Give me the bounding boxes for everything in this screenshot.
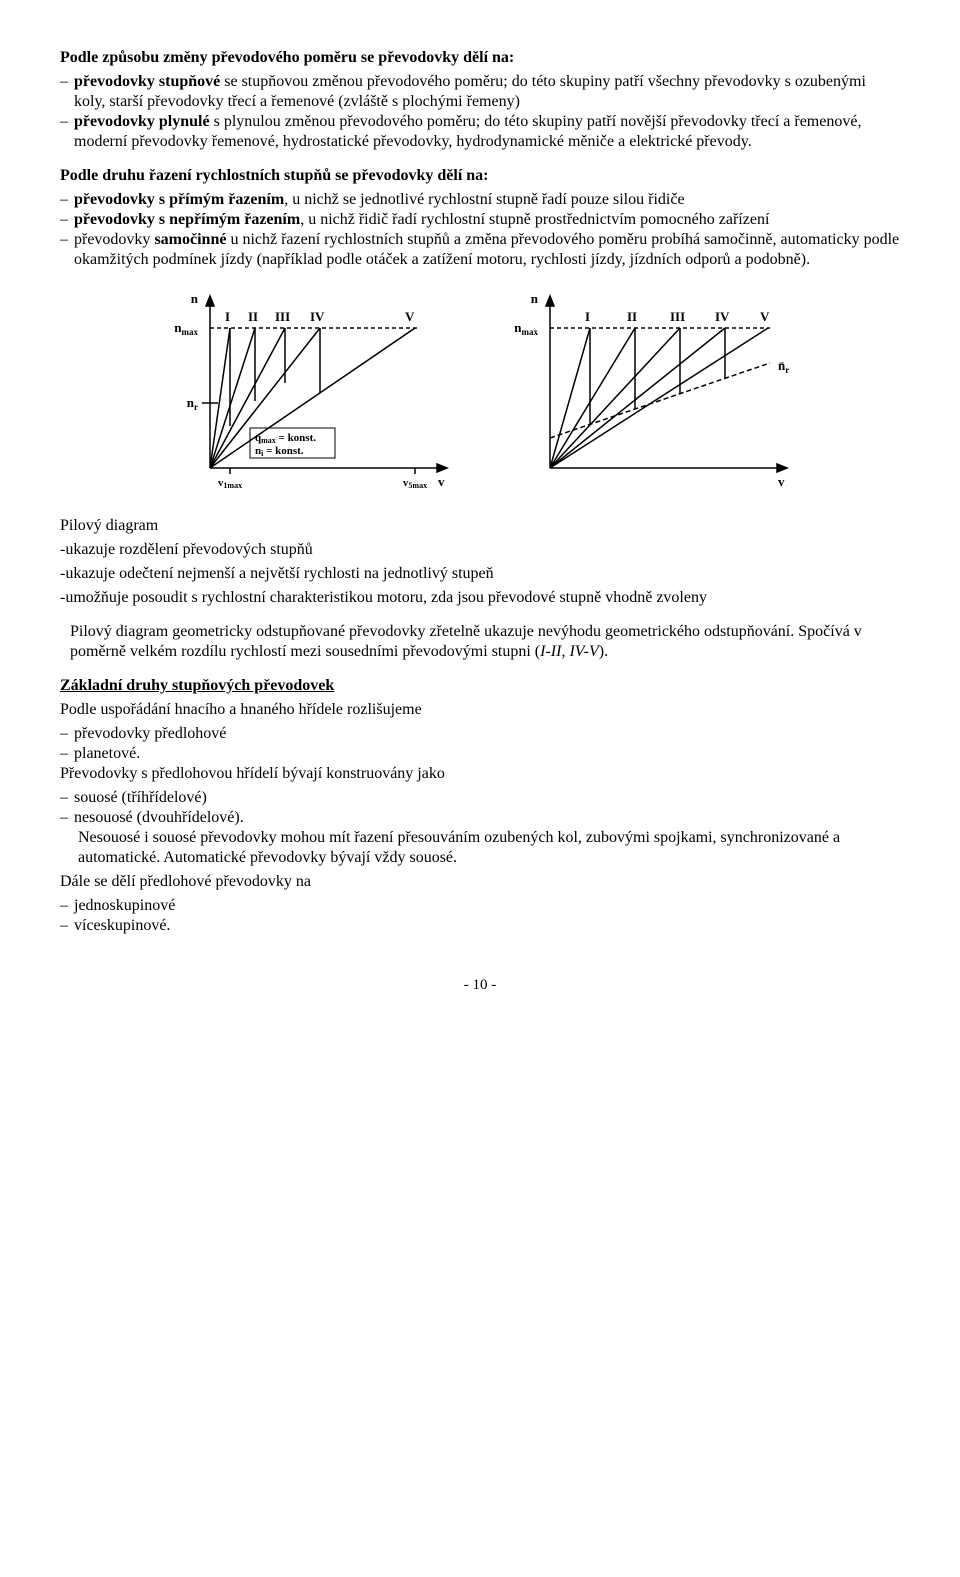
page-number: - 10 -	[60, 976, 900, 995]
gear-label: III	[670, 309, 685, 324]
gear-label: IV	[715, 309, 730, 324]
bullet-text: převodovky stupňové se stupňovou změnou …	[74, 72, 900, 112]
dash-icon: –	[60, 788, 74, 808]
tick-label: v1max	[218, 477, 242, 490]
paragraph-geometric: Pilový diagram geometricky odstupňované …	[60, 622, 900, 662]
bullet-text: převodovky samočinné u nichž řazení rych…	[74, 230, 900, 270]
bullet-item: –převodovky předlohové	[60, 724, 900, 744]
heading-shifting: Podle druhu řazení rychlostních stupňů s…	[60, 166, 900, 186]
bullet-list-2: – převodovky s přímým řazením, u nichž s…	[60, 190, 900, 270]
bullet-item: – převodovky s přímým řazením, u nichž s…	[60, 190, 900, 210]
text-paragraph: Nesouosé i souosé převodovky mohou mít ř…	[60, 828, 900, 868]
bullet-item: –nesouosé (dvouhřídelové).	[60, 808, 900, 828]
axis-label-n: n	[531, 291, 539, 306]
dash-icon: –	[60, 724, 74, 744]
axis-label-nr-bar: n̄r	[778, 358, 789, 375]
dash-icon: –	[60, 744, 74, 764]
bullet-item: – převodovky plynulé s plynulou změnou p…	[60, 112, 900, 152]
axis-label-v: v	[438, 474, 445, 489]
section-classification-by-ratio: Podle způsobu změny převodového poměru s…	[60, 48, 900, 152]
text-line: Dále se dělí předlohové převodovky na	[60, 872, 900, 892]
sawtooth-bullet: -ukazuje odečtení nejmenší a největší ry…	[60, 564, 900, 584]
bullet-item: – převodovky samočinné u nichž řazení ry…	[60, 230, 900, 270]
dash-icon: –	[60, 72, 74, 112]
konst-label: qmax = konst.	[255, 432, 316, 445]
gear-label: III	[275, 309, 290, 324]
bullet-text: převodovky s nepřímým řazením, u nichž ř…	[74, 210, 769, 230]
heading-ratio-change: Podle způsobu změny převodového poměru s…	[60, 48, 900, 68]
bullet-item: –víceskupinové.	[60, 916, 900, 936]
dash-icon: –	[60, 808, 74, 828]
bullet-item: – převodovky stupňové se stupňovou změno…	[60, 72, 900, 112]
geometric-text: Pilový diagram geometricky odstupňované …	[60, 622, 900, 662]
heading-basic-types: Základní druhy stupňových převodovek	[60, 676, 900, 696]
bullet-item: – převodovky s nepřímým řazením, u nichž…	[60, 210, 900, 230]
gear-label: V	[405, 309, 415, 324]
axis-label-n: n	[191, 291, 199, 306]
section-classification-by-shifting: Podle druhu řazení rychlostních stupňů s…	[60, 166, 900, 270]
gear-label: II	[248, 309, 258, 324]
bullet-text: převodovky plynulé s plynulou změnou pře…	[74, 112, 900, 152]
gear-label: I	[585, 309, 590, 324]
gear-label: II	[627, 309, 637, 324]
section-sawtooth-description: Pilový diagram -ukazuje rozdělení převod…	[60, 516, 900, 608]
gear-label: I	[225, 309, 230, 324]
tick-label: v5max	[403, 477, 427, 490]
gear-label: V	[760, 309, 770, 324]
bullet-text: převodovky s přímým řazením, u nichž se …	[74, 190, 685, 210]
dash-icon: –	[60, 230, 74, 270]
dash-icon: –	[60, 896, 74, 916]
text-line: Převodovky s předlohovou hřídelí bývají …	[60, 764, 900, 784]
axis-label-nr: nr	[187, 395, 198, 412]
dash-icon: –	[60, 112, 74, 152]
dash-icon: –	[60, 916, 74, 936]
sawtooth-bullet: -ukazuje rozdělení převodových stupňů	[60, 540, 900, 560]
sawtooth-diagrams: n nmax nr I II III IV V qmax = konst. ni…	[60, 288, 900, 508]
sawtooth-title: Pilový diagram	[60, 516, 900, 536]
sawtooth-diagram-right: n nmax n̄r I II III IV V v	[500, 288, 800, 508]
text-line: Podle uspořádání hnacího a hnaného hříde…	[60, 700, 900, 720]
sawtooth-diagram-left: n nmax nr I II III IV V qmax = konst. ni…	[160, 288, 460, 508]
dash-icon: –	[60, 190, 74, 210]
bullet-list-1: – převodovky stupňové se stupňovou změno…	[60, 72, 900, 152]
bullet-item: –jednoskupinové	[60, 896, 900, 916]
konst-label: ni = konst.	[255, 445, 304, 458]
gear-label: IV	[310, 309, 325, 324]
sawtooth-bullet: -umožňuje posoudit s rychlostní charakte…	[60, 588, 900, 608]
axis-label-nmax: nmax	[174, 320, 198, 337]
bullet-item: –souosé (tříhřídelové)	[60, 788, 900, 808]
section-basic-types: Základní druhy stupňových převodovek Pod…	[60, 676, 900, 936]
dash-icon: –	[60, 210, 74, 230]
axis-label-nmax: nmax	[514, 320, 538, 337]
bullet-item: –planetové.	[60, 744, 900, 764]
axis-label-v: v	[778, 474, 785, 489]
